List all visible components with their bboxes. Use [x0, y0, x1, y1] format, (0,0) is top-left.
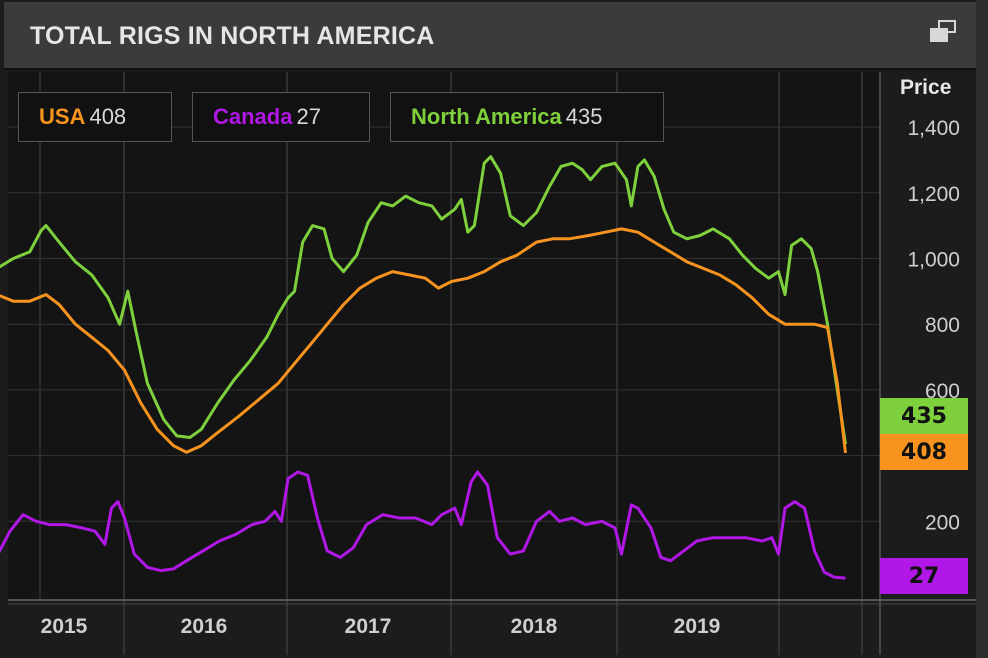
legend-label-canada: Canada	[213, 104, 293, 129]
y-tick-label: 600	[925, 380, 960, 403]
x-tick-label: 2015	[41, 615, 88, 638]
value-tag-north-america: 435	[880, 398, 968, 434]
y-tick-label: 800	[925, 314, 960, 337]
legend-value-canada: 27	[296, 104, 321, 129]
y-tick-label: 1,400	[907, 117, 960, 140]
y-tick-label: 1,200	[907, 183, 960, 206]
value-tag-usa: 408	[880, 434, 968, 470]
y-tick-label: 200	[925, 511, 960, 534]
legend-value-usa: 408	[89, 104, 127, 129]
right-edge	[976, 0, 988, 658]
legend-label-north-america: North America	[411, 104, 562, 129]
series-line-usa	[0, 227, 847, 454]
legend-label-usa: USA	[39, 104, 86, 129]
title-bar: TOTAL RIGS IN NORTH AMERICA	[4, 2, 976, 70]
x-tick-label: 2019	[674, 615, 721, 638]
window-restore-icon[interactable]	[930, 20, 958, 44]
x-tick-label: 2017	[345, 615, 392, 638]
legend-value-north-america: 435	[565, 104, 603, 129]
series-line-north-america	[0, 155, 847, 445]
legend-item-canada[interactable]: Canada 27	[192, 92, 370, 142]
legend-item-usa[interactable]: USA 408	[18, 92, 172, 142]
value-tag-canada: 27	[880, 558, 968, 594]
y-axis-title: Price	[900, 76, 952, 99]
legend-item-north-america[interactable]: North America 435	[390, 92, 664, 142]
y-tick-label: 1,000	[907, 249, 960, 272]
series-line-canada	[0, 470, 846, 580]
x-tick-label: 2016	[181, 615, 228, 638]
chart-title: TOTAL RIGS IN NORTH AMERICA	[30, 22, 435, 50]
x-tick-label: 2018	[511, 615, 558, 638]
